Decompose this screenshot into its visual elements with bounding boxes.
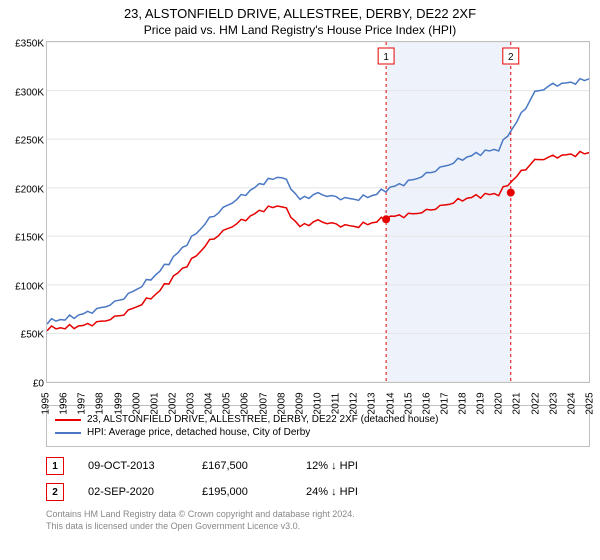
xtick-label: 1997 bbox=[77, 392, 88, 414]
annotation-date: 09-OCT-2013 bbox=[88, 460, 178, 472]
xtick-label: 2010 bbox=[313, 392, 324, 414]
ytick-label: £150K bbox=[15, 233, 44, 244]
ytick-label: £350K bbox=[15, 39, 44, 50]
plot-svg: 12 bbox=[47, 42, 589, 382]
xtick-label: 2013 bbox=[367, 392, 378, 414]
ytick-label: £200K bbox=[15, 184, 44, 195]
xtick-label: 2022 bbox=[530, 392, 541, 414]
xtick-label: 2014 bbox=[385, 392, 396, 414]
chart-container: 23, ALSTONFIELD DRIVE, ALLESTREE, DERBY,… bbox=[0, 0, 600, 560]
xtick-label: 2005 bbox=[222, 392, 233, 414]
legend-label: 23, ALSTONFIELD DRIVE, ALLESTREE, DERBY,… bbox=[87, 414, 438, 425]
chart-subtitle: Price paid vs. HM Land Registry's House … bbox=[0, 21, 600, 41]
annotation-marker: 1 bbox=[46, 457, 64, 475]
xtick-label: 2016 bbox=[421, 392, 432, 414]
xtick-label: 2018 bbox=[458, 392, 469, 414]
annotation-price: £195,000 bbox=[202, 486, 282, 498]
footer-line2: This data is licensed under the Open Gov… bbox=[46, 521, 590, 533]
svg-text:2: 2 bbox=[508, 52, 514, 63]
footer-line1: Contains HM Land Registry data © Crown c… bbox=[46, 509, 590, 521]
xtick-label: 1998 bbox=[95, 392, 106, 414]
footer: Contains HM Land Registry data © Crown c… bbox=[46, 509, 590, 532]
legend-label: HPI: Average price, detached house, City… bbox=[87, 427, 310, 438]
xtick-label: 2001 bbox=[149, 392, 160, 414]
xtick-label: 2017 bbox=[439, 392, 450, 414]
xtick-label: 2015 bbox=[403, 392, 414, 414]
xtick-label: 2012 bbox=[349, 392, 360, 414]
legend-swatch bbox=[55, 419, 81, 421]
annotation-pct: 12% ↓ HPI bbox=[306, 460, 396, 472]
legend-item: HPI: Average price, detached house, City… bbox=[55, 427, 581, 438]
ytick-label: £300K bbox=[15, 87, 44, 98]
xtick-label: 2023 bbox=[548, 392, 559, 414]
annotation-table: 1 09-OCT-2013 £167,500 12% ↓ HPI 2 02-SE… bbox=[46, 453, 590, 505]
svg-text:1: 1 bbox=[383, 52, 389, 63]
chart-title: 23, ALSTONFIELD DRIVE, ALLESTREE, DERBY,… bbox=[0, 0, 600, 21]
xtick-label: 2025 bbox=[585, 392, 596, 414]
ytick-label: £100K bbox=[15, 281, 44, 292]
xtick-label: 2008 bbox=[276, 392, 287, 414]
xtick-label: 2011 bbox=[331, 393, 342, 415]
xtick-label: 1995 bbox=[41, 392, 52, 414]
annotation-marker: 2 bbox=[46, 483, 64, 501]
xtick-label: 2021 bbox=[512, 392, 523, 414]
ytick-label: £250K bbox=[15, 136, 44, 147]
xtick-label: 2019 bbox=[476, 392, 487, 414]
legend-swatch bbox=[55, 432, 81, 434]
annotation-price: £167,500 bbox=[202, 460, 282, 472]
xtick-label: 2009 bbox=[294, 392, 305, 414]
xtick-label: 2007 bbox=[258, 392, 269, 414]
annotation-pct: 24% ↓ HPI bbox=[306, 486, 396, 498]
xtick-label: 1999 bbox=[113, 392, 124, 414]
xtick-label: 2024 bbox=[566, 392, 577, 414]
xtick-label: 2004 bbox=[204, 392, 215, 414]
xtick-label: 2002 bbox=[167, 392, 178, 414]
annotation-row: 1 09-OCT-2013 £167,500 12% ↓ HPI bbox=[46, 453, 590, 479]
xtick-label: 2000 bbox=[131, 392, 142, 414]
annotation-row: 2 02-SEP-2020 £195,000 24% ↓ HPI bbox=[46, 479, 590, 505]
xtick-label: 2003 bbox=[186, 392, 197, 414]
xtick-label: 1996 bbox=[59, 392, 70, 414]
legend-item: 23, ALSTONFIELD DRIVE, ALLESTREE, DERBY,… bbox=[55, 414, 581, 425]
annotation-date: 02-SEP-2020 bbox=[88, 486, 178, 498]
ytick-label: £50K bbox=[21, 330, 44, 341]
ytick-label: £0 bbox=[33, 379, 44, 390]
xtick-label: 2020 bbox=[494, 392, 505, 414]
xtick-label: 2006 bbox=[240, 392, 251, 414]
plot-area: 12 bbox=[46, 41, 590, 383]
